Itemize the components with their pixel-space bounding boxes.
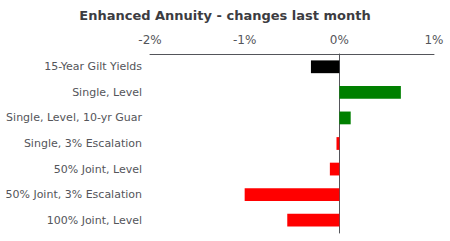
svg-text:1%: 1%: [424, 33, 443, 47]
svg-text:50% Joint, Level: 50% Joint, Level: [54, 163, 142, 176]
svg-text:Enhanced Annuity - changes las: Enhanced Annuity - changes last month: [79, 8, 370, 23]
svg-text:Single, Level, 10-yr Guar: Single, Level, 10-yr Guar: [6, 111, 142, 124]
svg-text:Single, 3% Escalation: Single, 3% Escalation: [24, 137, 142, 150]
svg-text:15-Year Gilt Yields: 15-Year Gilt Yields: [44, 60, 142, 73]
svg-text:0%: 0%: [330, 33, 349, 47]
svg-text:-2%: -2%: [138, 33, 161, 47]
svg-text:100% Joint, Level: 100% Joint, Level: [47, 214, 142, 227]
svg-text:-1%: -1%: [233, 33, 256, 47]
svg-text:Single, Level: Single, Level: [72, 86, 142, 99]
svg-text:50% Joint, 3% Escalation: 50% Joint, 3% Escalation: [5, 188, 142, 201]
